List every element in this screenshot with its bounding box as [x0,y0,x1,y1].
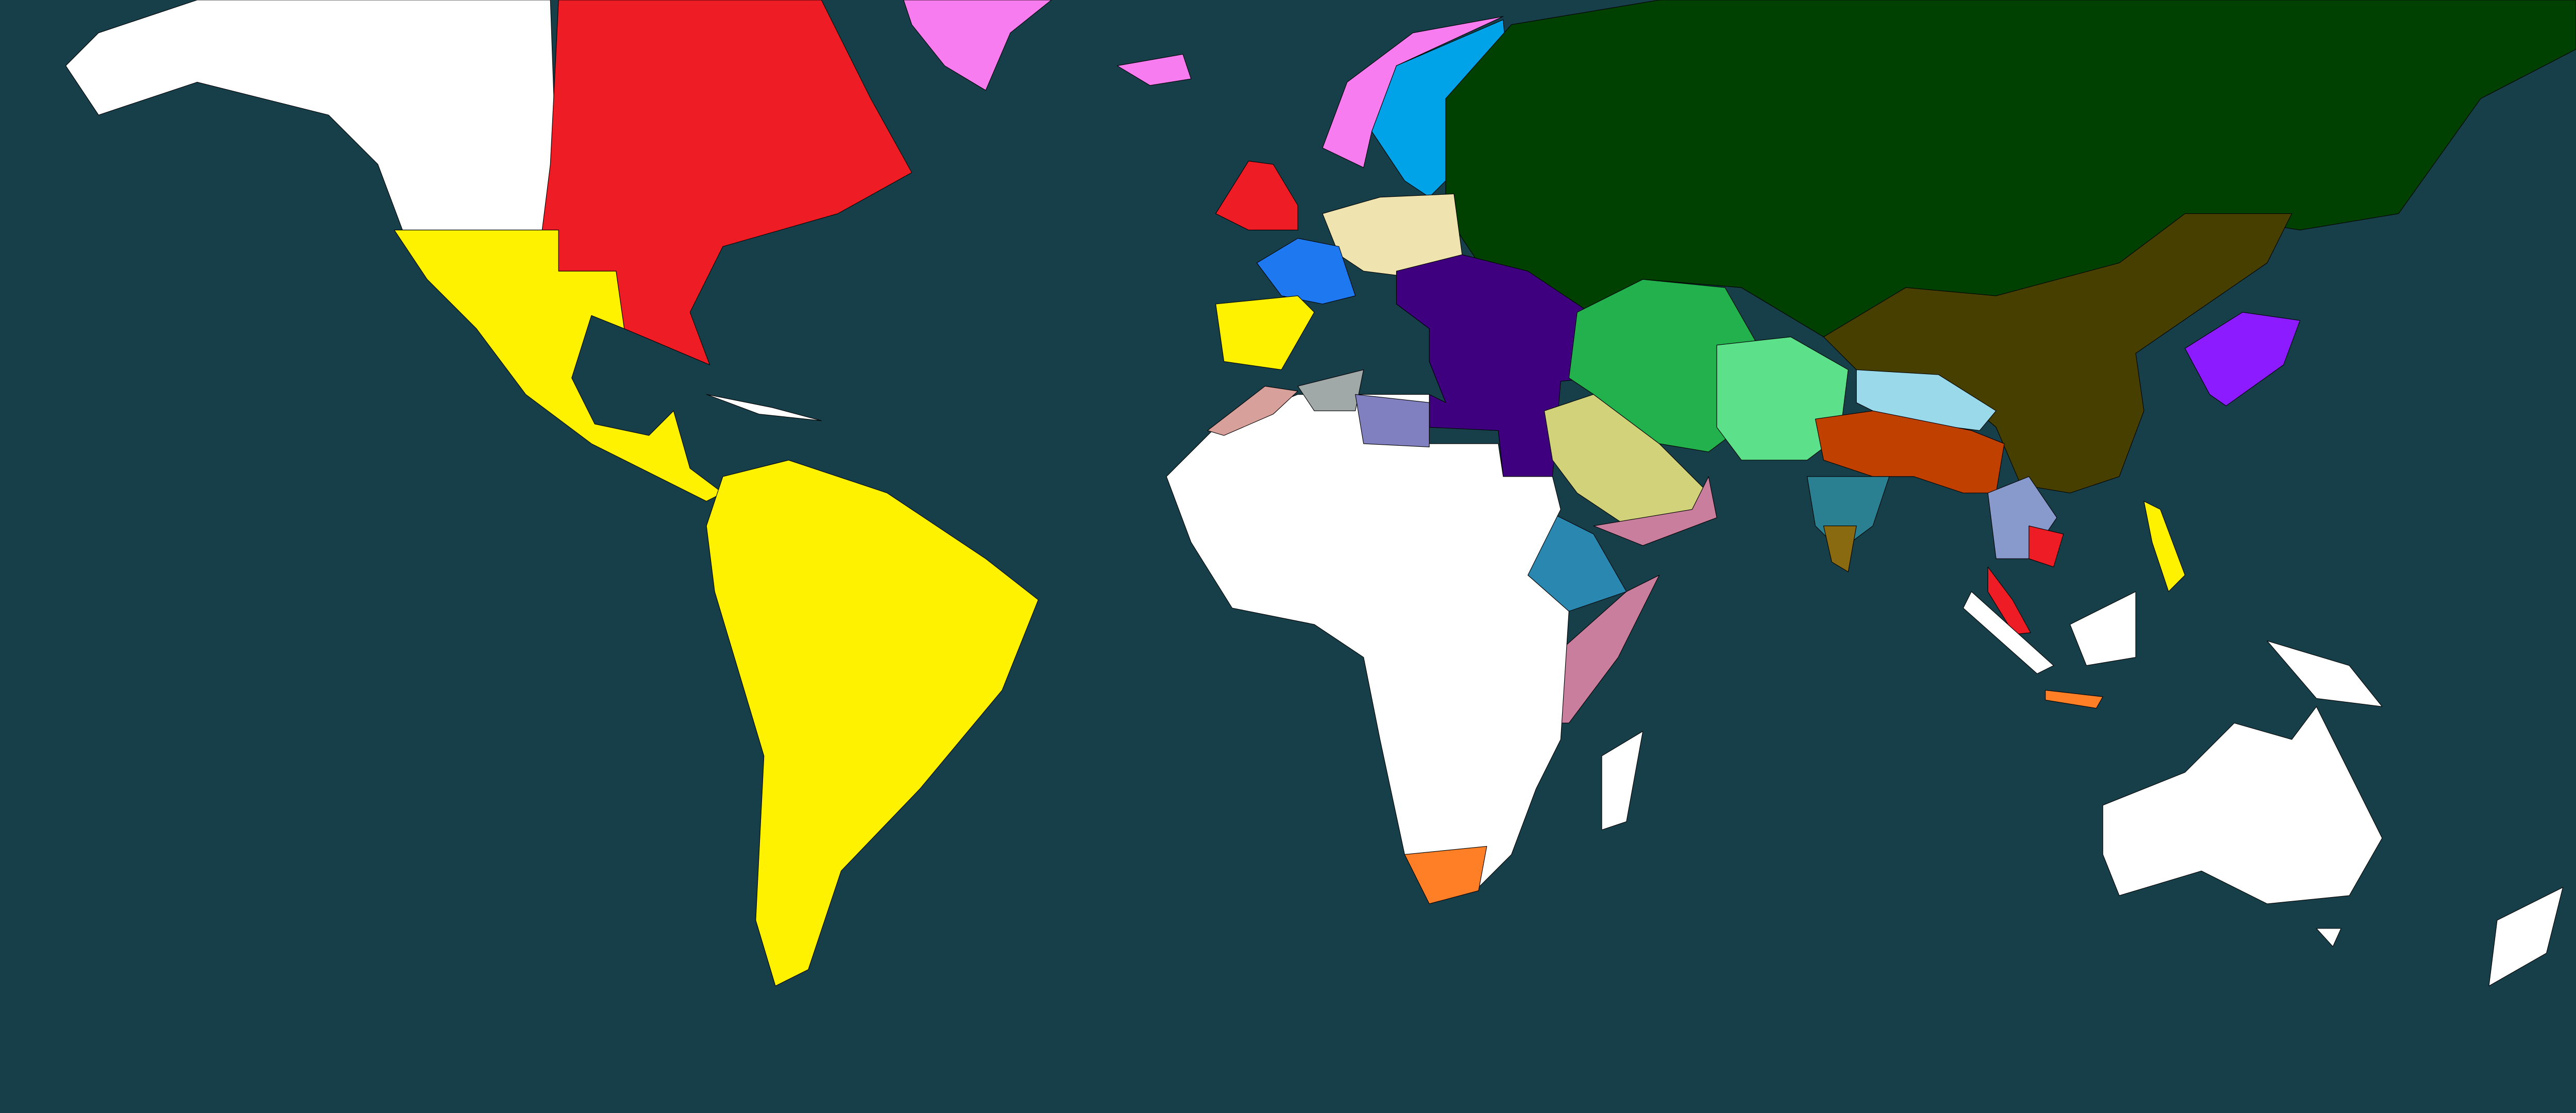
australia[interactable] [2103,706,2383,904]
world-map[interactable] [0,0,2576,991]
south-india[interactable] [1823,525,1857,572]
madagascar[interactable] [1601,731,1643,831]
caribbean-cuba[interactable] [706,394,822,421]
sumatra[interactable] [1963,591,2054,674]
borneo[interactable] [2070,591,2136,666]
south-africa[interactable] [1404,846,1487,904]
japan[interactable] [2184,312,2300,407]
north-india[interactable] [1815,410,2005,494]
north-america-southwest-mexico[interactable] [394,229,723,502]
france[interactable] [1256,238,1356,305]
greenland[interactable] [903,0,1052,91]
north-america-west[interactable] [65,0,559,231]
morocco[interactable] [1207,385,1298,436]
iceland[interactable] [1116,54,1192,86]
new-zealand[interactable] [2488,887,2564,987]
tasmania[interactable] [2316,928,2342,947]
algeria[interactable] [1297,369,1364,411]
cambodia[interactable] [2028,525,2064,567]
iberia[interactable] [1215,295,1315,370]
malaya[interactable] [1987,566,2031,635]
persia[interactable] [1568,279,1758,452]
south-america[interactable] [706,460,1039,987]
philippines[interactable] [2143,501,2185,592]
yemen-somalia[interactable] [1593,476,1717,546]
new-guinea[interactable] [2266,640,2383,707]
britain[interactable] [1215,160,1298,231]
java[interactable] [2045,689,2104,709]
norway[interactable] [1322,16,1504,168]
libya[interactable] [1355,394,1430,448]
